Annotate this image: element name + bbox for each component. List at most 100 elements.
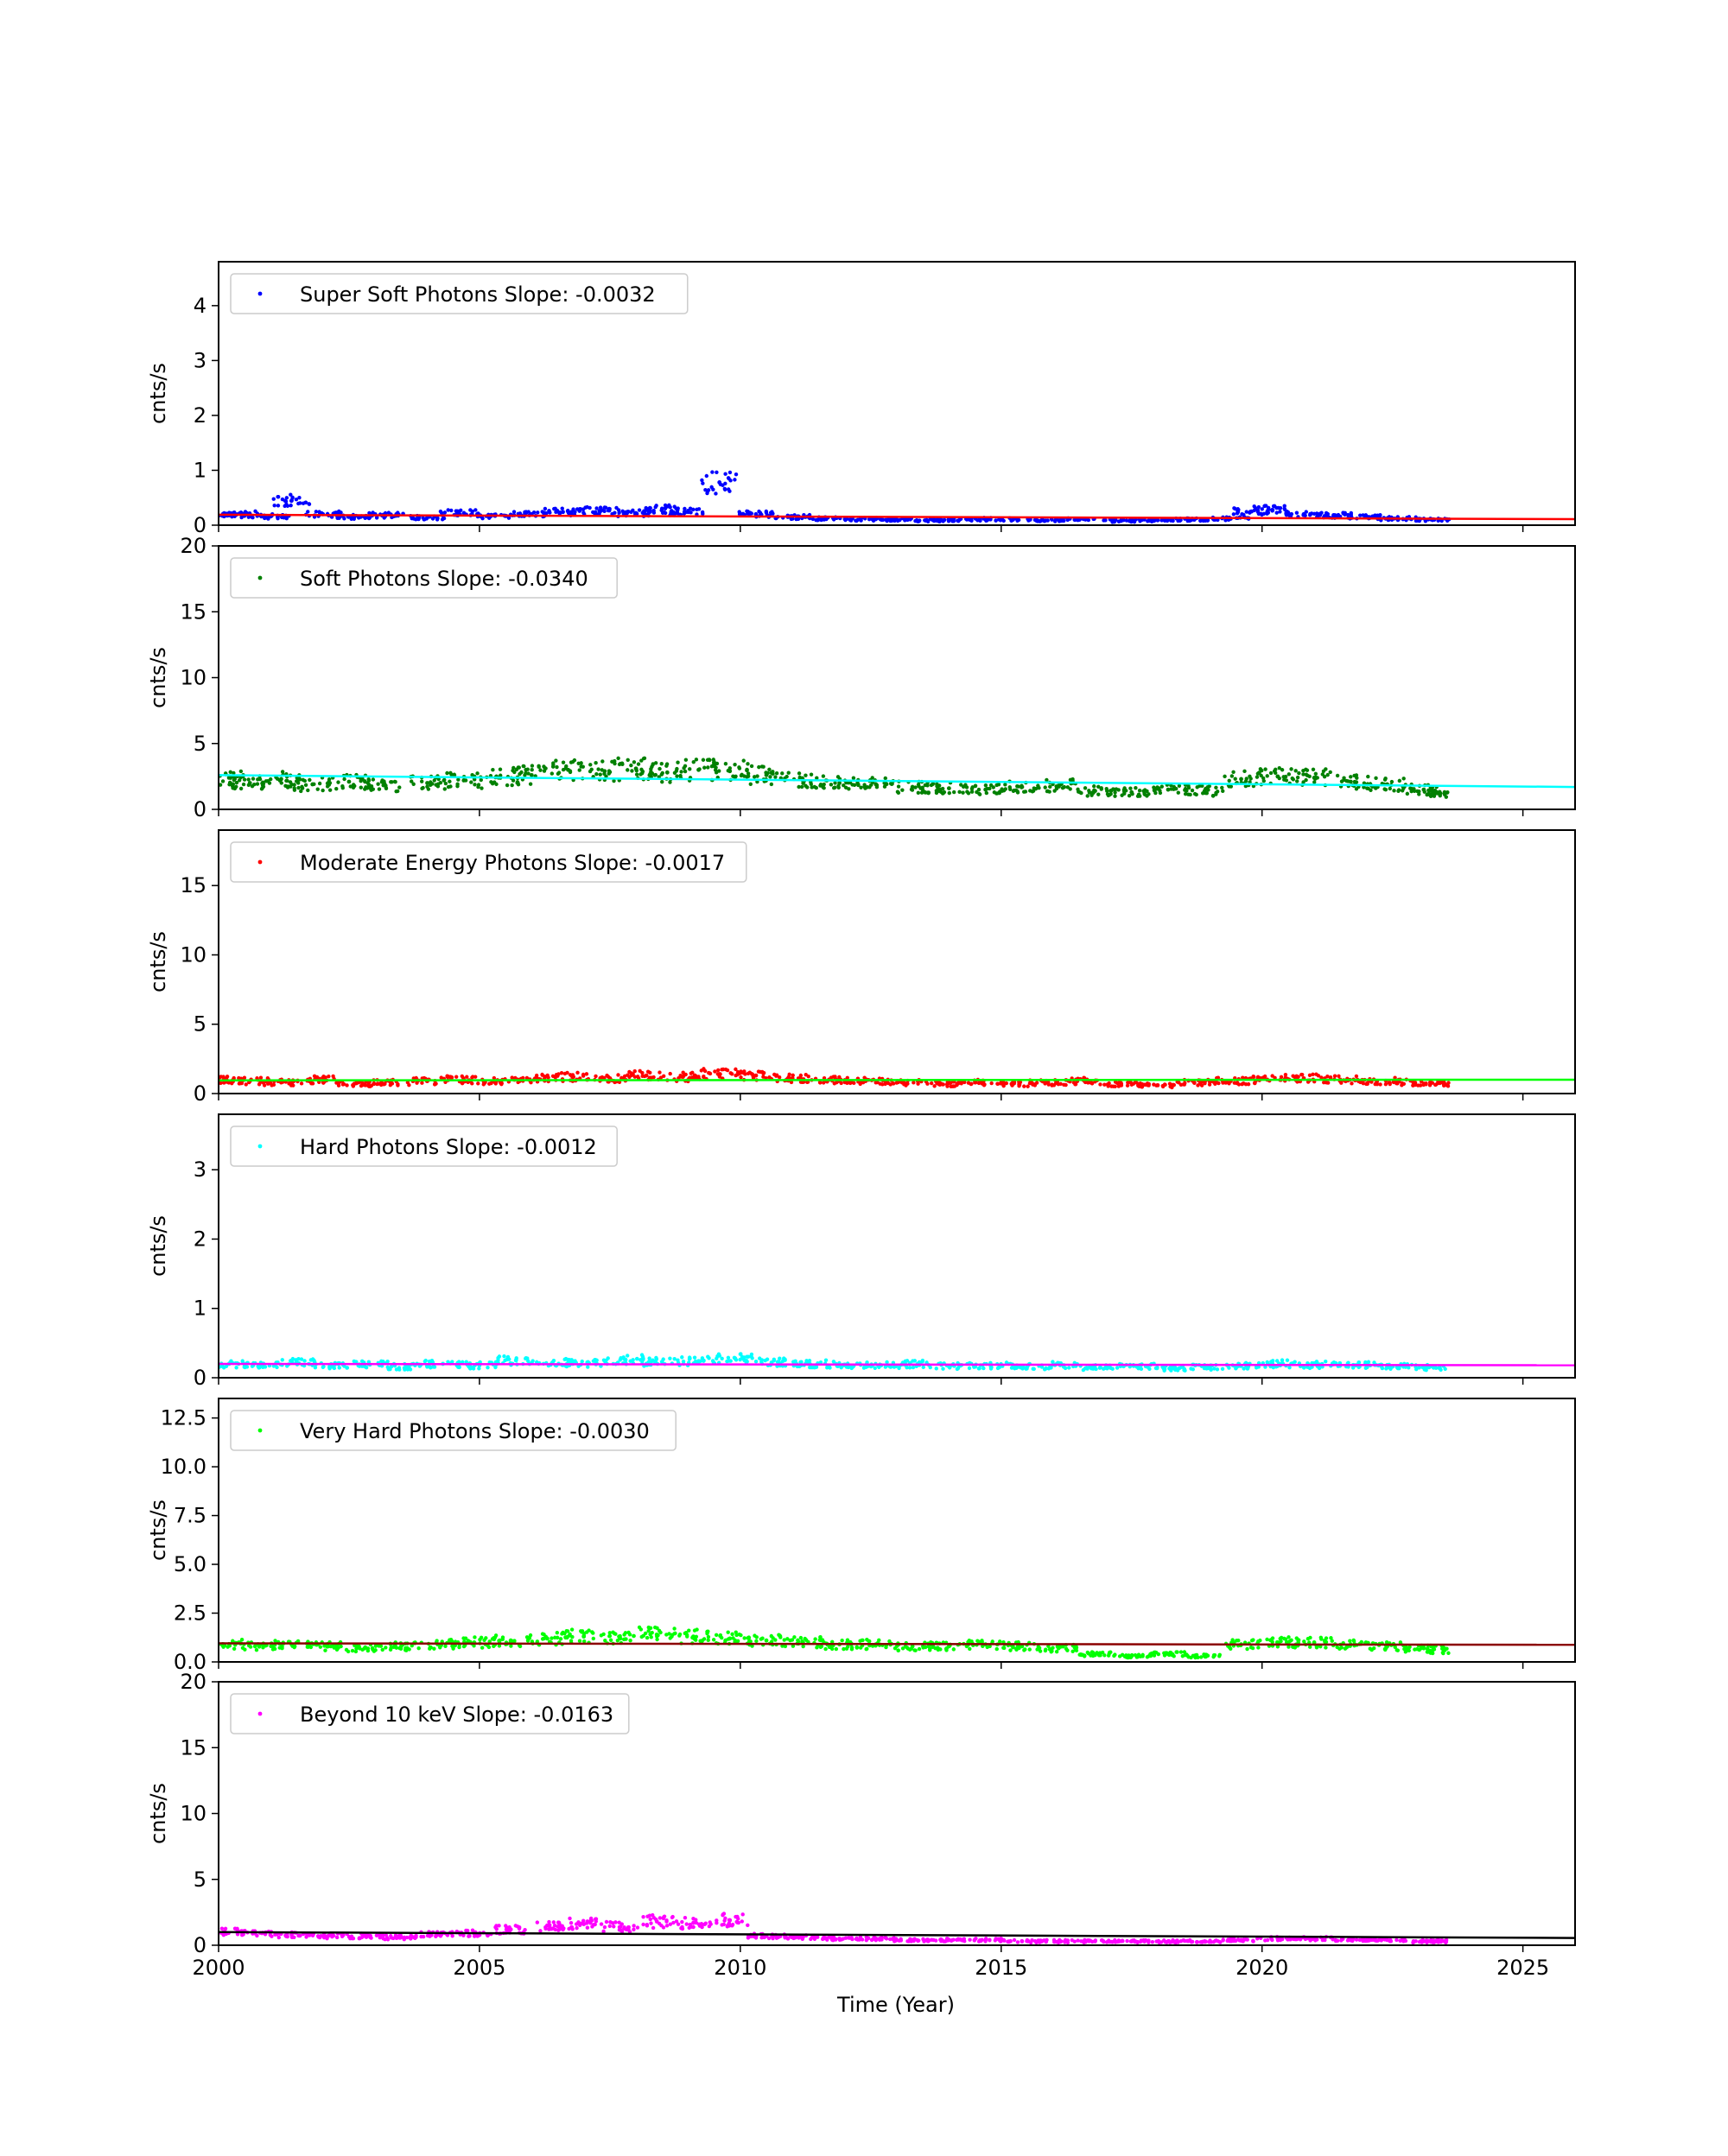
data-point	[1239, 777, 1243, 782]
scatter-point	[726, 1355, 731, 1360]
scatter-point	[746, 771, 751, 776]
scatter-point	[608, 1638, 613, 1642]
scatter-point	[956, 519, 961, 523]
scatter-point	[403, 1646, 408, 1651]
scatter-point	[1215, 1367, 1220, 1372]
scatter-point	[1214, 785, 1218, 789]
scatter-point	[1087, 789, 1091, 793]
scatter-point	[1349, 775, 1353, 779]
scatter-point	[1294, 1636, 1299, 1640]
scatter-point	[1413, 1081, 1418, 1085]
scatter-point	[570, 759, 575, 764]
plot-area	[219, 1067, 1575, 1090]
scatter-point	[1446, 1651, 1451, 1655]
scatter-point	[510, 783, 514, 788]
scatter-point	[254, 1648, 259, 1652]
scatter-point	[334, 787, 339, 791]
scatter-point	[668, 1071, 672, 1076]
scatter-point	[865, 785, 869, 789]
scatter-point	[1389, 779, 1394, 784]
scatter-point	[720, 1068, 724, 1072]
scatter-point	[887, 1639, 892, 1644]
scatter-point	[1046, 1082, 1051, 1087]
scatter-point	[1102, 1653, 1107, 1658]
scatter-point	[476, 1081, 480, 1086]
scatter-point	[241, 1932, 245, 1937]
scatter-point	[707, 758, 712, 762]
scatter-point	[714, 765, 718, 770]
scatter-point	[905, 1365, 909, 1370]
scatter-point	[1037, 1646, 1042, 1651]
scatter-point	[706, 1354, 710, 1359]
scatter-point	[1382, 787, 1387, 791]
scatter-point	[711, 763, 715, 768]
scatter-point	[436, 777, 441, 782]
scatter-point	[1310, 511, 1314, 516]
scatter-point	[912, 1359, 918, 1363]
scatter-point	[941, 790, 946, 796]
scatter-point	[600, 768, 604, 772]
scatter-point	[600, 759, 605, 764]
scatter-point	[232, 786, 237, 791]
scatter-point	[746, 1354, 751, 1359]
legend-marker	[257, 859, 263, 865]
scatter-point	[1443, 1367, 1447, 1372]
scatter-point	[701, 511, 705, 517]
scatter-point	[435, 784, 441, 789]
scatter-point	[450, 1360, 454, 1364]
scatter-point	[542, 1636, 546, 1641]
scatter-point	[1003, 783, 1007, 787]
scatter-point	[325, 784, 330, 789]
scatter-point	[1206, 788, 1210, 792]
scatter-point	[837, 1075, 842, 1080]
scatter-point	[663, 506, 668, 511]
scatter-point	[1190, 788, 1195, 793]
scatter-point	[555, 1630, 560, 1635]
scatter-point	[1332, 1074, 1337, 1078]
scatter-point	[937, 519, 941, 523]
scatter-point	[859, 785, 863, 789]
scatter-point	[1323, 1639, 1327, 1645]
scatter-point	[748, 782, 753, 787]
scatter-point	[1396, 788, 1401, 792]
scatter-point	[1227, 1366, 1231, 1370]
scatter-point	[263, 516, 267, 521]
scatter-point	[905, 1359, 910, 1363]
scatter-point	[1065, 1648, 1070, 1652]
scatter-point	[1043, 1648, 1048, 1653]
scatter-point	[1105, 789, 1109, 793]
scatter-point	[1439, 518, 1444, 523]
scatter-point	[637, 1625, 642, 1630]
scatter-point	[661, 1357, 665, 1361]
scatter-point	[951, 1647, 956, 1652]
y-tick-label: 20	[180, 534, 206, 558]
scatter-point	[727, 476, 731, 481]
scatter-point	[912, 1081, 916, 1085]
scatter-point	[340, 783, 345, 789]
scatter-point	[1152, 518, 1156, 523]
scatter-point	[1262, 504, 1267, 509]
scatter-point	[1200, 783, 1204, 789]
scatter-point	[1207, 783, 1211, 789]
scatter-point	[306, 510, 310, 514]
scatter-point	[1304, 767, 1308, 772]
scatter-point	[1001, 1081, 1006, 1086]
scatter-point	[880, 1082, 885, 1087]
y-tick-label: 1	[194, 458, 206, 482]
scatter-point	[1013, 1646, 1019, 1651]
scatter-point	[649, 767, 653, 771]
scatter-point	[1007, 787, 1013, 791]
scatter-point	[854, 1646, 860, 1650]
scatter-point	[242, 777, 247, 782]
scatter-point	[390, 780, 394, 784]
scatter-point	[1318, 513, 1323, 517]
scatter-point	[1371, 514, 1376, 518]
scatter-point	[1321, 769, 1326, 773]
scatter-point	[670, 1634, 674, 1639]
scatter-point	[1113, 1084, 1117, 1088]
scatter-point	[629, 763, 633, 768]
scatter-point	[442, 516, 447, 521]
scatter-point	[672, 770, 677, 775]
scatter-point	[1061, 1645, 1065, 1649]
